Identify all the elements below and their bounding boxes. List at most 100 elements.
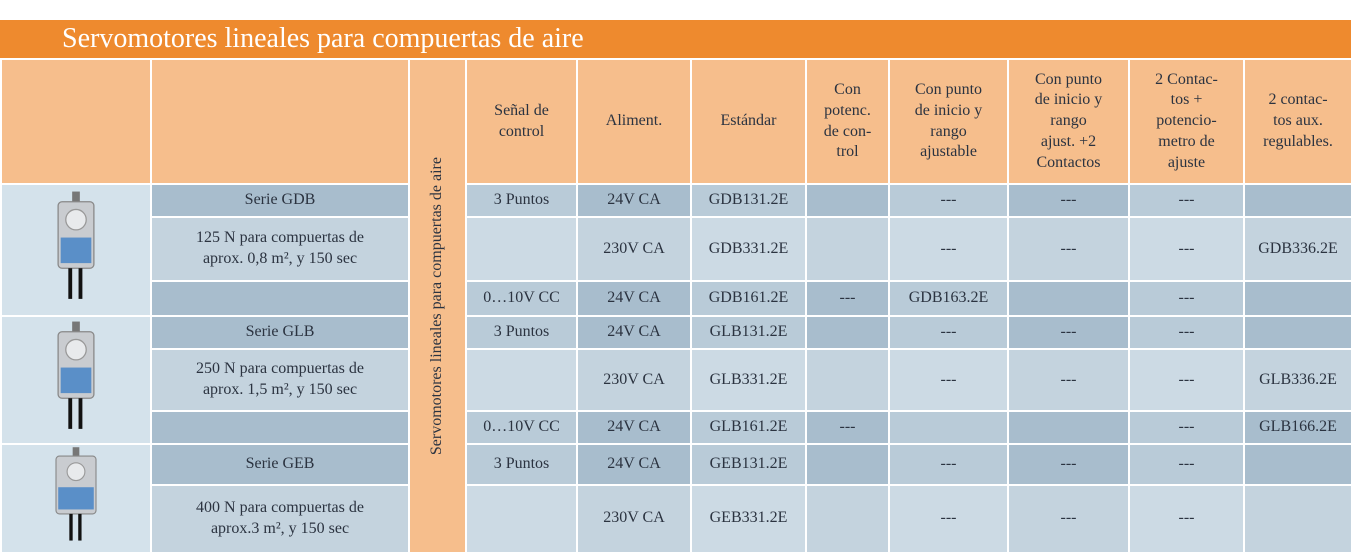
table-cell: 24V CA (576, 443, 692, 486)
table-cell (150, 280, 410, 317)
header-cell (0, 58, 152, 185)
title-bar: Servomotores lineales para compuertas de… (0, 20, 1351, 58)
product-table: Servomotores lineales para compuertas de… (0, 58, 1351, 554)
table-cell: --- (1128, 315, 1245, 350)
table-cell: --- (805, 280, 890, 317)
table-cell (805, 443, 890, 486)
table-cell: --- (1128, 483, 1245, 554)
table-cell: 230V CA (576, 348, 692, 412)
header-cell: Con punto de inicio y rango ajustable (888, 58, 1009, 185)
header-cell: 2 contac- tos aux. regulables. (1243, 58, 1351, 185)
table-cell (805, 348, 890, 412)
table-cell: GLB166.2E (1243, 410, 1351, 445)
table-cell: GDB336.2E (1243, 216, 1351, 282)
image-cell (0, 183, 152, 317)
header-row: Servomotores lineales para compuertas de… (0, 58, 1351, 554)
actuator-image (57, 191, 95, 299)
header-cell: Aliment. (576, 58, 692, 185)
table-cell: --- (888, 216, 1009, 282)
table-cell: 250 N para compuertas de aprox. 1,5 m², … (150, 348, 410, 412)
header-cell (150, 58, 410, 185)
table-cell: --- (1128, 280, 1245, 317)
table-row: 0…10V CC 24V CA GDB161.2E --- GDB163.2E --- (1, 280, 1351, 317)
table-cell (888, 410, 1009, 445)
table-cell: 24V CA (576, 410, 692, 445)
table-cell (1243, 280, 1351, 317)
table-cell (805, 315, 890, 350)
table-row: 400 N para compuertas de aprox.3 m², y 1… (1, 483, 1351, 554)
table-cell: 400 N para compuertas de aprox.3 m², y 1… (150, 483, 410, 554)
table-cell (1243, 443, 1351, 486)
table-cell: 230V CA (576, 483, 692, 554)
table-cell: GLB336.2E (1243, 348, 1351, 412)
table-cell (805, 483, 890, 554)
table-cell: --- (888, 443, 1009, 486)
table-cell: --- (1007, 315, 1130, 350)
table-cell (465, 216, 578, 282)
table-cell: --- (1128, 443, 1245, 486)
side-label: Servomotores lineales para compuertas de… (428, 156, 446, 455)
table-cell (1007, 280, 1130, 317)
table-cell: GEB331.2E (690, 483, 807, 554)
table-cell: --- (805, 410, 890, 445)
table-cell: --- (1128, 348, 1245, 412)
table-cell: 230V CA (576, 216, 692, 282)
table-cell: Serie GEB (150, 443, 410, 486)
table-cell (1243, 315, 1351, 350)
table-cell (1243, 183, 1351, 218)
table-row: 125 N para compuertas de aprox. 0,8 m², … (1, 216, 1351, 282)
table-cell: --- (888, 183, 1009, 218)
table-cell (465, 348, 578, 412)
table-cell: GDB131.2E (690, 183, 807, 218)
page: Servomotores lineales para compuertas de… (0, 20, 1351, 554)
table-cell: --- (1007, 183, 1130, 218)
table-cell: Serie GDB (150, 183, 410, 218)
table-cell: --- (888, 315, 1009, 350)
header-cell: Señal de control (465, 58, 578, 185)
table-cell: GLB131.2E (690, 315, 807, 350)
table-cell: --- (1128, 183, 1245, 218)
table-cell: 0…10V CC (465, 410, 578, 445)
table-cell: --- (888, 348, 1009, 412)
actuator-image (57, 321, 95, 429)
table-cell (465, 483, 578, 554)
table-cell (1243, 483, 1351, 554)
table-cell (150, 410, 410, 445)
table-row: 250 N para compuertas de aprox. 1,5 m², … (1, 348, 1351, 412)
actuator-image (55, 447, 97, 541)
table-cell: --- (1128, 410, 1245, 445)
table-row: Serie GLB 3 Puntos 24V CA GLB131.2E --- --- --… (0, 315, 1351, 445)
table-cell: --- (1007, 483, 1130, 554)
table-cell (805, 183, 890, 218)
header-cell: 2 Contac- tos + potencio- metro de ajust… (1128, 58, 1245, 185)
table-row: Serie GEB 3 Puntos 24V CA GEB131.2E --- --- --… (0, 443, 1351, 554)
table-cell: --- (888, 483, 1009, 554)
table-cell: 3 Puntos (465, 315, 578, 350)
table-cell: Serie GLB (150, 315, 410, 350)
table-cell: GDB331.2E (690, 216, 807, 282)
table-cell: 3 Puntos (465, 443, 578, 486)
table-cell: 24V CA (576, 315, 692, 350)
table-cell: 3 Puntos (465, 183, 578, 218)
header-cell: Estándar (690, 58, 807, 185)
table-cell: GDB163.2E (888, 280, 1009, 317)
table-row: Serie GDB 3 Puntos 24V CA GDB131.2E --- --- --… (0, 183, 1351, 317)
header-cell: Con punto de inicio y rango ajust. +2 Co… (1007, 58, 1130, 185)
side-label-cell: Servomotores lineales para compuertas de… (408, 58, 467, 554)
table-cell: --- (1007, 348, 1130, 412)
table-cell: --- (1128, 216, 1245, 282)
table-cell: GLB161.2E (690, 410, 807, 445)
table-cell: --- (1007, 443, 1130, 486)
table-cell: GLB331.2E (690, 348, 807, 412)
table-cell: 125 N para compuertas de aprox. 0,8 m², … (150, 216, 410, 282)
table-cell: 0…10V CC (465, 280, 578, 317)
table-cell (805, 216, 890, 282)
table-cell: GEB131.2E (690, 443, 807, 486)
table-cell (1007, 410, 1130, 445)
table-row: 0…10V CC 24V CA GLB161.2E --- --- GLB166.2E (1, 410, 1351, 445)
header-cell: Con potenc. de con- trol (805, 58, 890, 185)
table-cell: 24V CA (576, 183, 692, 218)
table-cell: GDB161.2E (690, 280, 807, 317)
image-cell (0, 443, 152, 554)
table-cell: --- (1007, 216, 1130, 282)
